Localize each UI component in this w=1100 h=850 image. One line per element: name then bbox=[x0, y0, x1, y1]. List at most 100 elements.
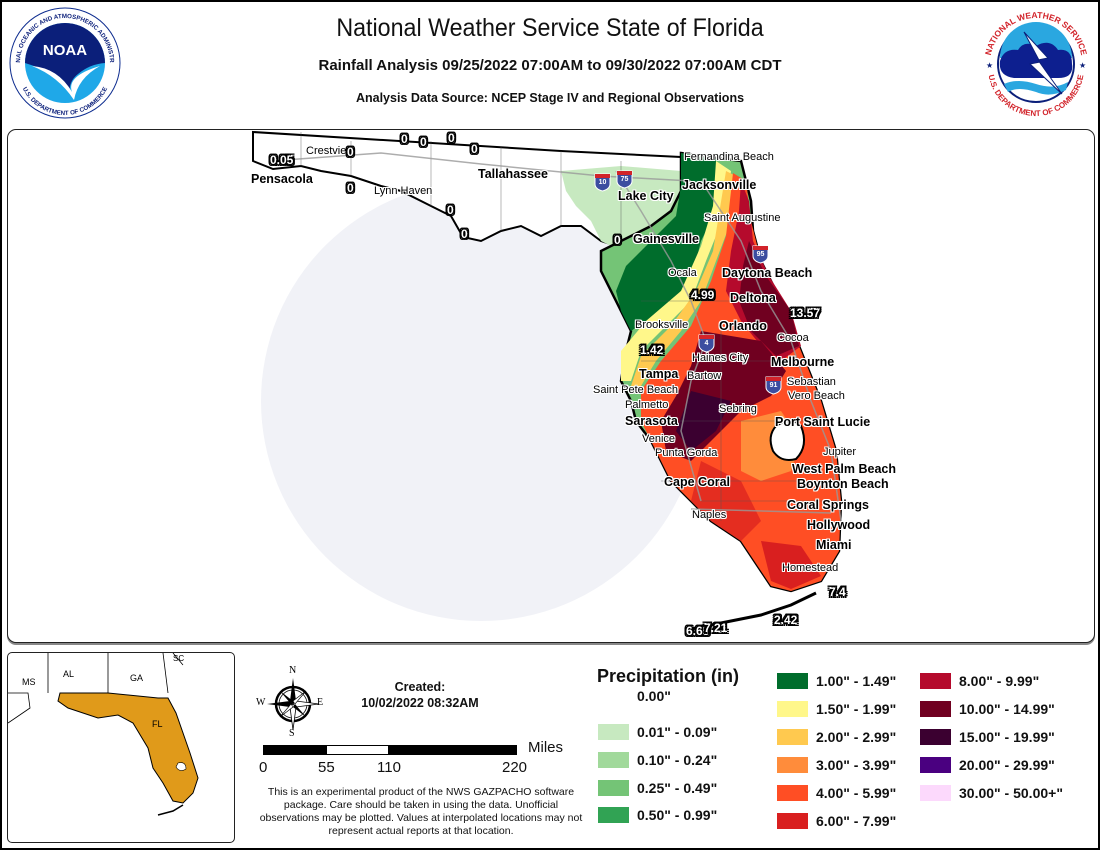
legend-label: 8.00" - 9.99" bbox=[959, 673, 1040, 689]
city-label: Lake City bbox=[618, 189, 674, 203]
rainfall-observation-value: 0 bbox=[461, 227, 468, 241]
inset-label-ga: GA bbox=[130, 673, 144, 683]
city-label: Boynton Beach bbox=[797, 477, 889, 491]
legend-label: 30.00" - 50.00+" bbox=[959, 785, 1063, 801]
rainfall-observation-value: 0 bbox=[347, 181, 354, 195]
interstate-shield-icon: 95 bbox=[752, 245, 769, 264]
legend-label: 15.00" - 19.99" bbox=[959, 729, 1055, 745]
rainfall-observation-value: 0 bbox=[420, 135, 427, 149]
rainfall-observation-value: 4.99 bbox=[691, 288, 715, 302]
scale-tick-0: 0 bbox=[259, 759, 268, 776]
city-label: Hollywood bbox=[807, 518, 871, 532]
legend-swatch bbox=[920, 785, 951, 801]
legend-swatch bbox=[777, 701, 808, 717]
city-label: Cape Coral bbox=[664, 475, 730, 489]
interstate-number: 95 bbox=[756, 251, 765, 258]
legend-label: 2.00" - 2.99" bbox=[816, 729, 897, 745]
legend-swatch bbox=[598, 724, 629, 740]
rainfall-map: 10 75 95 4 91 Pensacola Crestview Lynn Haven Ta… bbox=[7, 129, 1095, 643]
rainfall-observation-value: 7.4 bbox=[829, 585, 846, 599]
scale-bar bbox=[263, 745, 517, 755]
city-label: Vero Beach bbox=[788, 390, 845, 402]
city-label: Pensacola bbox=[251, 172, 313, 186]
city-label: Jacksonville bbox=[682, 178, 757, 192]
legend-item: 2.00" - 2.99" bbox=[777, 728, 896, 746]
compass-s: S bbox=[289, 728, 295, 739]
legend-item: 0.50" - 0.99" bbox=[598, 806, 717, 824]
legend-swatch bbox=[777, 813, 808, 829]
city-label: Daytona Beach bbox=[722, 266, 813, 280]
interstate-shield-icon: 10 bbox=[594, 173, 611, 192]
page-title: National Weather Service State of Florid… bbox=[336, 14, 764, 42]
legend-item: 0.01" - 0.09" bbox=[598, 723, 717, 741]
city-label: Jupiter bbox=[823, 446, 857, 458]
city-label: Lynn Haven bbox=[374, 185, 433, 197]
city-label: Palmetto bbox=[625, 399, 669, 411]
city-label: Crestview bbox=[306, 145, 355, 157]
scale-tick-220: 220 bbox=[502, 759, 528, 776]
legend-swatch bbox=[920, 757, 951, 773]
analysis-period: Rainfall Analysis 09/25/2022 07:00AM to … bbox=[318, 57, 782, 74]
legend-item: 30.00" - 50.00+" bbox=[920, 784, 1063, 802]
interstate-shield-icon: 91 bbox=[765, 376, 782, 395]
locator-inset-map: MS AL GA SC FL bbox=[7, 652, 235, 843]
legend-item: 6.00" - 7.99" bbox=[777, 812, 896, 830]
city-label: Haines City bbox=[692, 352, 749, 364]
city-label: Melbourne bbox=[771, 355, 835, 369]
city-label: Port Saint Lucie bbox=[775, 415, 871, 429]
disclaimer-text: This is an experimental product of the N… bbox=[259, 786, 583, 837]
rainfall-observation-value: 0 bbox=[347, 145, 354, 159]
legend-label: 10.00" - 14.99" bbox=[959, 701, 1055, 717]
city-label: Sebastian bbox=[787, 376, 836, 388]
city-label: Sebring bbox=[719, 403, 757, 415]
legend-item: 4.00" - 5.99" bbox=[777, 784, 896, 802]
legend-swatch bbox=[777, 757, 808, 773]
city-label: Miami bbox=[816, 538, 852, 552]
legend-swatch bbox=[777, 729, 808, 745]
legend-swatch bbox=[598, 780, 629, 796]
legend-swatch bbox=[777, 673, 808, 689]
compass-w: W bbox=[256, 697, 266, 708]
inset-label-al: AL bbox=[63, 669, 75, 679]
scale-tick-55: 55 bbox=[318, 759, 335, 776]
legend-label: 0.10" - 0.24" bbox=[637, 752, 718, 768]
city-label: Brooksville bbox=[635, 319, 689, 331]
legend-item: 1.00" - 1.49" bbox=[777, 672, 896, 690]
legend-label: 4.00" - 5.99" bbox=[816, 785, 897, 801]
svg-text:★: ★ bbox=[1079, 61, 1086, 70]
legend-label: 0.25" - 0.49" bbox=[637, 780, 718, 796]
florida-rainfall-shading bbox=[252, 130, 843, 631]
compass-n: N bbox=[289, 665, 297, 676]
data-source: Analysis Data Source: NCEP Stage IV and … bbox=[355, 91, 745, 105]
city-label: Ocala bbox=[668, 267, 697, 279]
interstate-number: 75 bbox=[620, 176, 629, 183]
city-label: Bartow bbox=[687, 370, 722, 382]
scale-tick-110: 110 bbox=[377, 759, 401, 776]
legend-swatch bbox=[920, 673, 951, 689]
legend-item: 10.00" - 14.99" bbox=[920, 700, 1055, 718]
city-label: Naples bbox=[692, 509, 727, 521]
city-label: Sarasota bbox=[625, 414, 678, 428]
created-stamp: Created: 10/02/2022 08:32AM bbox=[330, 679, 510, 711]
interstate-shield-icon: 75 bbox=[616, 170, 633, 189]
created-label: Created: bbox=[394, 680, 446, 694]
rainfall-observation-value: 2.42 bbox=[774, 613, 798, 627]
nws-logo: NATIONAL WEATHER SERVICE U.S. DEPARTMENT… bbox=[978, 6, 1094, 122]
legend-label: 0.00" bbox=[637, 688, 671, 704]
compass-e: E bbox=[317, 697, 324, 708]
rainfall-observation-value: 0 bbox=[448, 131, 455, 145]
legend-label: 6.00" - 7.99" bbox=[816, 813, 897, 829]
city-label: Punta Gorda bbox=[655, 447, 718, 459]
interstate-shield-icon: 4 bbox=[698, 334, 715, 353]
city-label: Fernandina Beach bbox=[684, 151, 774, 163]
city-label: Coral Springs bbox=[787, 498, 869, 512]
legend-item: 8.00" - 9.99" bbox=[920, 672, 1039, 690]
rainfall-observation-value: 6.65 bbox=[686, 624, 710, 638]
scale-unit: Miles bbox=[528, 739, 564, 756]
legend-swatch bbox=[598, 752, 629, 768]
city-label: Tallahassee bbox=[478, 167, 548, 181]
legend-swatch bbox=[598, 688, 629, 704]
legend-swatch bbox=[777, 785, 808, 801]
rainfall-observation-value: 1.42 bbox=[640, 343, 664, 357]
legend-swatch bbox=[598, 807, 629, 823]
